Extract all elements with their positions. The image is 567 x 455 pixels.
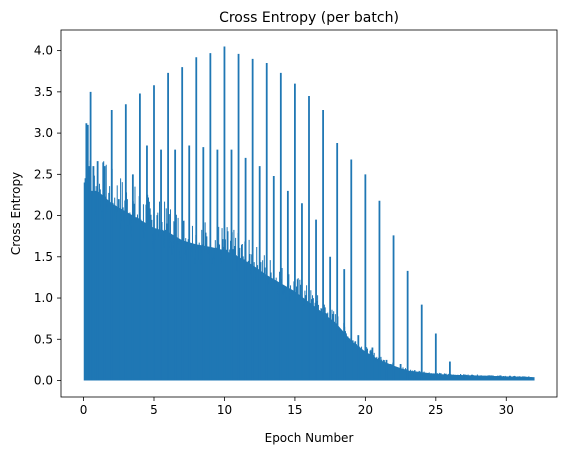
y-tick-label: 2.0 <box>34 209 53 223</box>
x-tick-label: 20 <box>358 403 373 417</box>
y-tick-label: 0.0 <box>34 374 53 388</box>
x-tick-label: 15 <box>287 403 302 417</box>
y-tick-label: 2.5 <box>34 167 53 181</box>
chart-title: Cross Entropy (per batch) <box>219 10 399 26</box>
y-tick-label: 4.0 <box>34 44 53 58</box>
y-tick-label: 0.5 <box>34 332 53 346</box>
y-tick-label: 3.0 <box>34 126 53 140</box>
x-tick-label: 25 <box>428 403 443 417</box>
plot-area <box>83 46 535 381</box>
x-axis-label: Epoch Number <box>265 431 354 445</box>
x-tick-label: 0 <box>80 403 88 417</box>
x-tick-label: 10 <box>217 403 232 417</box>
x-tick-label: 30 <box>499 403 514 417</box>
y-tick-label: 1.0 <box>34 291 53 305</box>
y-axis-label: Cross Entropy <box>9 172 23 255</box>
x-axis: 0 5 10 15 20 25 30 <box>80 397 514 417</box>
axes-frame <box>60 29 558 398</box>
y-axis: 0.0 0.5 1.0 1.5 2.0 2.5 3.0 3.5 4.0 <box>34 44 61 388</box>
x-tick-label: 5 <box>150 403 158 417</box>
y-tick-label: 1.5 <box>34 250 53 264</box>
y-tick-label: 3.5 <box>34 85 53 99</box>
